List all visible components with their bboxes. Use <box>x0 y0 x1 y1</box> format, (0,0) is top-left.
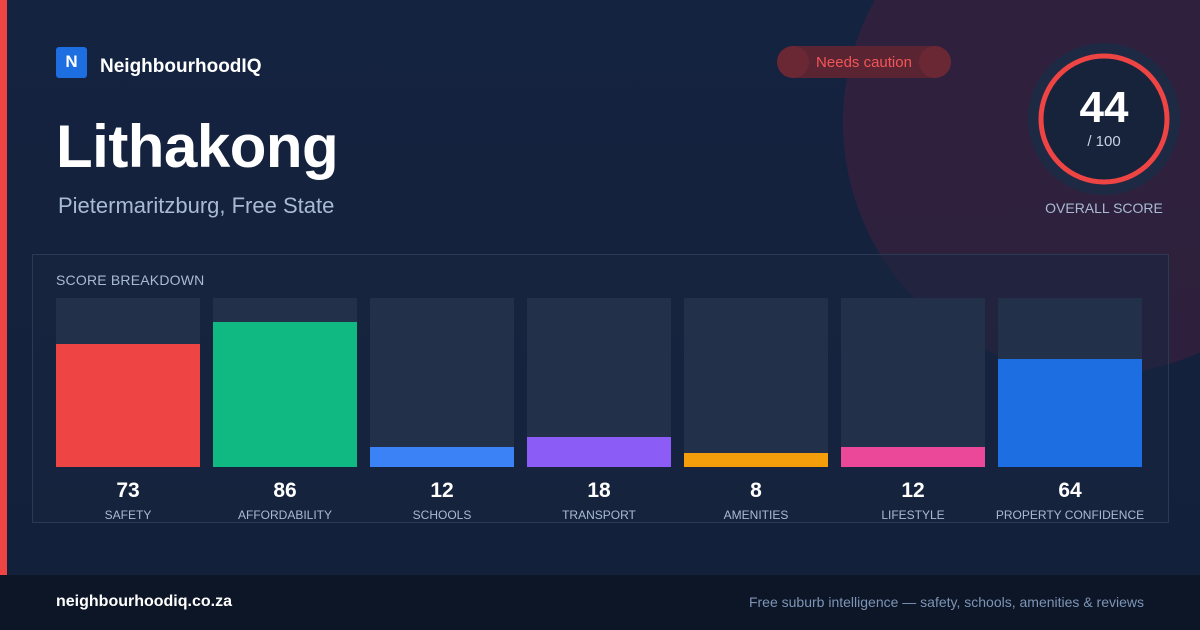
bar-label: PROPERTY CONFIDENCE <box>995 508 1145 522</box>
bar-value: 64 <box>1058 479 1082 502</box>
bar-column-affordability: 86 AFFORDABILITY <box>213 298 357 522</box>
status-badge: Needs caution <box>777 46 951 78</box>
bar-fill <box>998 359 1142 467</box>
footer-tagline: Free suburb intelligence — safety, schoo… <box>748 594 1144 610</box>
bar-column-property-confidence: 64 PROPERTY CONFIDENCE <box>996 298 1144 522</box>
bar-column-safety: 73 SAFETY <box>56 298 200 522</box>
overall-score-ring: 44 / 100 <box>1028 43 1180 195</box>
bar-label: TRANSPORT <box>562 508 636 522</box>
bar-label: AFFORDABILITY <box>237 508 332 522</box>
bar-value: 73 <box>116 479 140 502</box>
footer: neighbourhoodiq.co.za Free suburb intell… <box>0 575 1200 630</box>
score-ring-graphic <box>1028 43 1180 195</box>
bar-fill <box>370 447 514 467</box>
overall-score-value: 44 <box>1079 83 1129 132</box>
bar-track <box>527 298 671 467</box>
bar-fill <box>684 453 828 467</box>
bar-column-lifestyle: 12 LIFESTYLE <box>841 298 985 522</box>
overall-score-max: / 100 <box>1087 133 1121 150</box>
bar-track <box>841 298 985 467</box>
suburb-location: Pietermaritzburg, Free State <box>58 193 335 218</box>
bar-track <box>56 298 200 467</box>
bar-column-amenities: 8 AMENITIES <box>684 298 828 522</box>
bar-label: SAFETY <box>104 508 152 522</box>
footer-url[interactable]: neighbourhoodiq.co.za <box>56 593 232 610</box>
bar-track <box>370 298 514 467</box>
brand-name: NeighbourhoodIQ <box>100 56 262 77</box>
bar-label: SCHOOLS <box>412 508 472 522</box>
bar-column-schools: 12 SCHOOLS <box>370 298 514 522</box>
bar-track <box>998 298 1142 467</box>
bar-fill <box>213 322 357 467</box>
bar-fill <box>527 437 671 467</box>
status-badge-label: Needs caution <box>816 53 912 71</box>
bar-column-transport: 18 TRANSPORT <box>527 298 671 522</box>
bar-track <box>213 298 357 467</box>
bar-label: AMENITIES <box>723 508 789 522</box>
bar-fill <box>841 447 985 467</box>
score-breakdown-chart: 73 SAFETY 86 AFFORDABILITY 12 SCHOOLS 18 TRANSP… <box>56 298 1144 522</box>
bar-value: 18 <box>587 479 611 502</box>
accent-stripe <box>0 0 7 575</box>
brand-logo: N <box>56 46 87 78</box>
suburb-title: Lithakong <box>56 113 339 180</box>
brand: N NeighbourhoodIQ <box>56 46 261 78</box>
bar-fill <box>56 344 200 467</box>
overall-score-caption: OVERALL SCORE <box>1045 200 1163 216</box>
score-breakdown-title: SCORE BREAKDOWN <box>56 272 205 288</box>
bar-label: LIFESTYLE <box>881 508 945 522</box>
bar-value: 8 <box>750 479 762 502</box>
bar-value: 86 <box>273 479 297 502</box>
bar-track <box>684 298 828 467</box>
bar-value: 12 <box>901 479 925 502</box>
bar-value: 12 <box>430 479 454 502</box>
